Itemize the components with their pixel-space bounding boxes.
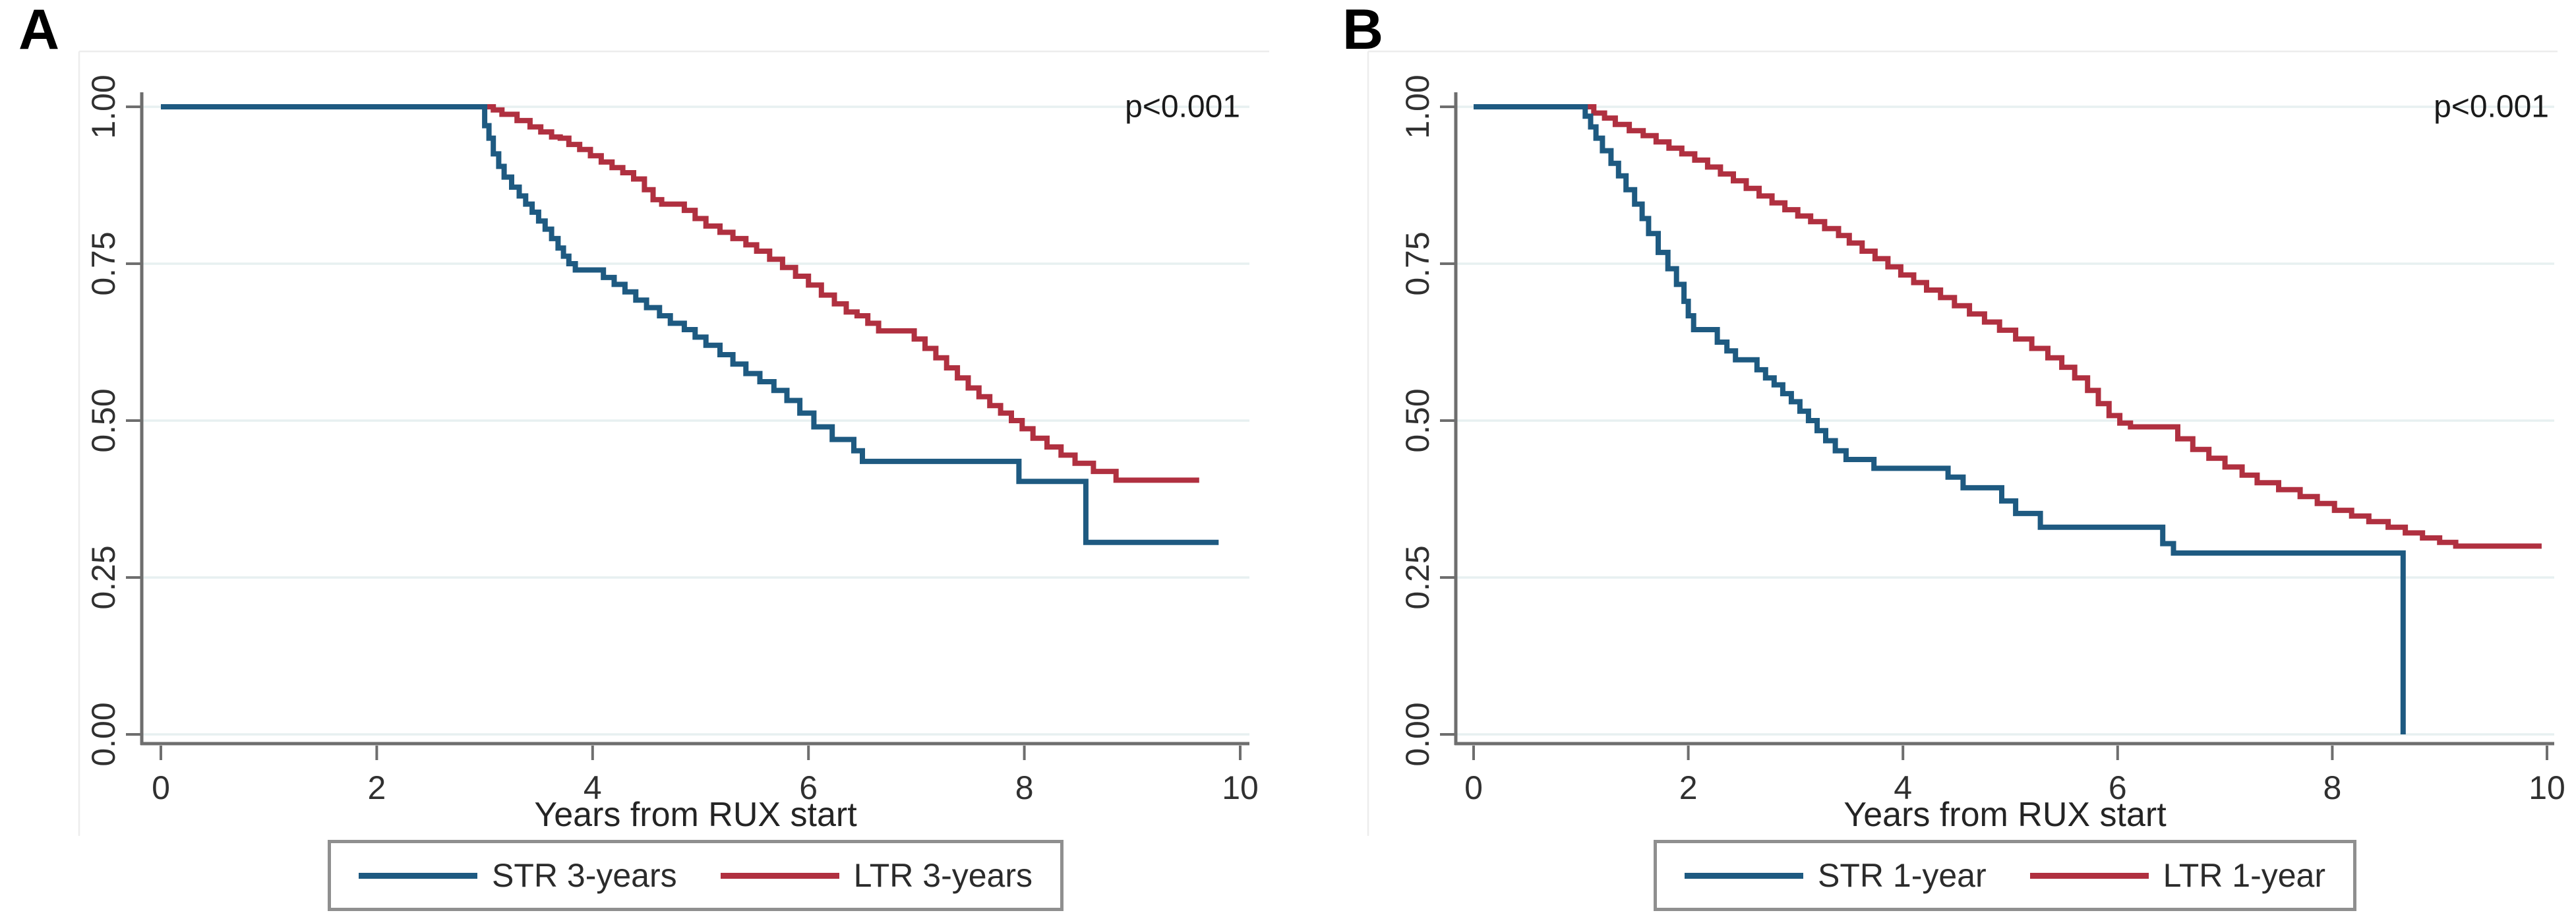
svg-text:0.00: 0.00: [1399, 702, 1436, 766]
svg-text:10: 10: [2529, 769, 2565, 806]
legend-label-ltr-3-years: LTR 3-years: [853, 857, 1033, 894]
legend-item-ltr-3-years: LTR 3-years: [720, 856, 1033, 895]
ltr-1-year-line-swatch: [2029, 872, 2149, 879]
svg-text:0.25: 0.25: [1399, 545, 1436, 609]
svg-text:4: 4: [584, 769, 602, 806]
legend-label-str-3-years: STR 3-years: [492, 857, 677, 894]
svg-text:0.50: 0.50: [85, 388, 122, 452]
panel-b-label: B: [1342, 0, 1384, 61]
legend-item-str-3-years: STR 3-years: [359, 856, 677, 895]
svg-text:0.00: 0.00: [85, 702, 122, 766]
svg-text:8: 8: [2323, 769, 2341, 806]
svg-text:0: 0: [1464, 769, 1483, 806]
svg-text:0: 0: [152, 769, 170, 806]
panel-b-plot: 1.00 0.75 0.50 0.25 0.00 0 2 4 6 8 10: [1367, 50, 2565, 836]
svg-text:6: 6: [799, 769, 818, 806]
svg-text:6: 6: [2109, 769, 2127, 806]
svg-text:2: 2: [1679, 769, 1698, 806]
svg-text:0.50: 0.50: [1399, 388, 1436, 452]
panel-a-x-axis-title: Years from RUX start: [534, 796, 857, 834]
svg-text:0.75: 0.75: [85, 231, 122, 295]
legend-item-ltr-1-year: LTR 1-year: [2029, 856, 2325, 895]
str-1-year-line-swatch: [1685, 872, 1803, 879]
str-3-years-line-swatch: [359, 872, 477, 879]
panel-b-pvalue: p<0.001: [2434, 89, 2549, 125]
legend-label-str-1-year: STR 1-year: [1818, 857, 1987, 894]
panel-a-pvalue: p<0.001: [1125, 89, 1240, 125]
panel-a: A 1.00 0.75 0.50 0.25 0.00 0 2 4 6 8 10 p<0.001 Ye…: [18, 0, 1269, 911]
legend-item-str-1-year: STR 1-year: [1685, 856, 1987, 895]
svg-text:8: 8: [1015, 769, 1034, 806]
svg-text:10: 10: [1222, 769, 1259, 806]
panel-a-label: A: [18, 0, 60, 61]
svg-text:1.00: 1.00: [85, 74, 122, 138]
panel-b-x-axis-title: Years from RUX start: [1843, 796, 2167, 834]
svg-text:4: 4: [1894, 769, 1912, 806]
panel-a-plot: 1.00 0.75 0.50 0.25 0.00 0 2 4 6 8 10: [78, 50, 1269, 836]
svg-text:0.25: 0.25: [85, 545, 122, 609]
svg-text:0.75: 0.75: [1399, 231, 1436, 295]
panel-b: B 1.00 0.75 0.50 0.25 0.00 0 2 4 6 8 10 p<0.001 Ye…: [1288, 0, 2576, 917]
panel-a-legend: STR 3-years LTR 3-years: [328, 840, 1063, 911]
svg-text:1.00: 1.00: [1399, 74, 1436, 138]
ltr-3-years-line-swatch: [720, 872, 839, 879]
legend-label-ltr-1-year: LTR 1-year: [2163, 857, 2325, 894]
panel-b-legend: STR 1-year LTR 1-year: [1654, 840, 2356, 911]
svg-text:2: 2: [367, 769, 386, 806]
